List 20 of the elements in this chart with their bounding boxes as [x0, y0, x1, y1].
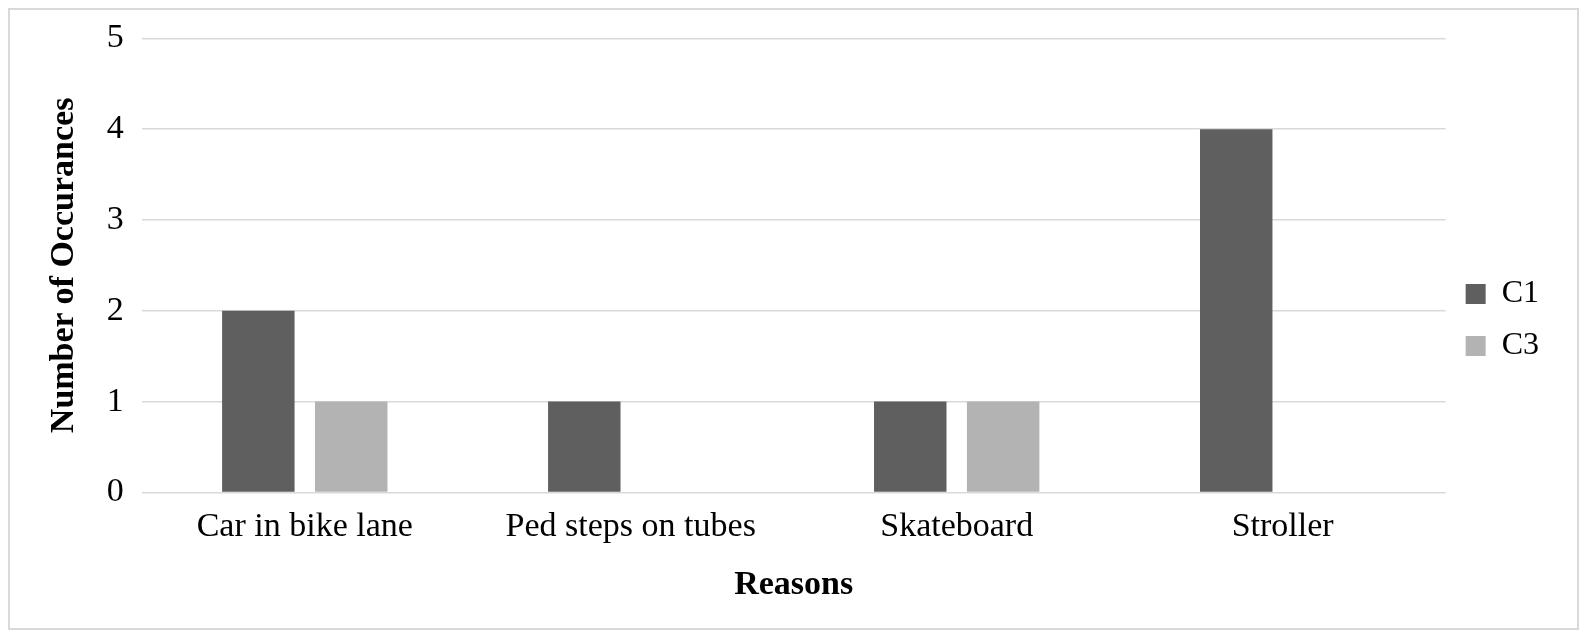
legend-label: C1 — [1501, 273, 1539, 310]
bar — [222, 310, 295, 492]
y-tick-label: 1 — [106, 380, 124, 418]
y-tick-label: 3 — [106, 198, 124, 236]
x-tick-label: Skateboard — [880, 505, 1034, 543]
bar — [874, 401, 947, 492]
y-tick-label: 5 — [106, 17, 124, 55]
x-tick-label: Stroller — [1231, 505, 1335, 543]
bar — [315, 401, 388, 492]
y-tick-label: 2 — [106, 289, 124, 327]
bar — [966, 401, 1040, 492]
bar — [1199, 129, 1273, 492]
legend-label: C3 — [1501, 325, 1539, 362]
x-tick-label: Car in bike lane — [196, 505, 413, 543]
x-axis-title: Reasons — [734, 564, 854, 602]
y-axis-title: Number of Occurances — [43, 97, 81, 434]
y-tick-label: 0 — [106, 471, 124, 509]
y-tick-label: 4 — [106, 108, 124, 146]
x-tick-label: Ped steps on tubes — [505, 505, 756, 543]
bar — [548, 401, 621, 492]
